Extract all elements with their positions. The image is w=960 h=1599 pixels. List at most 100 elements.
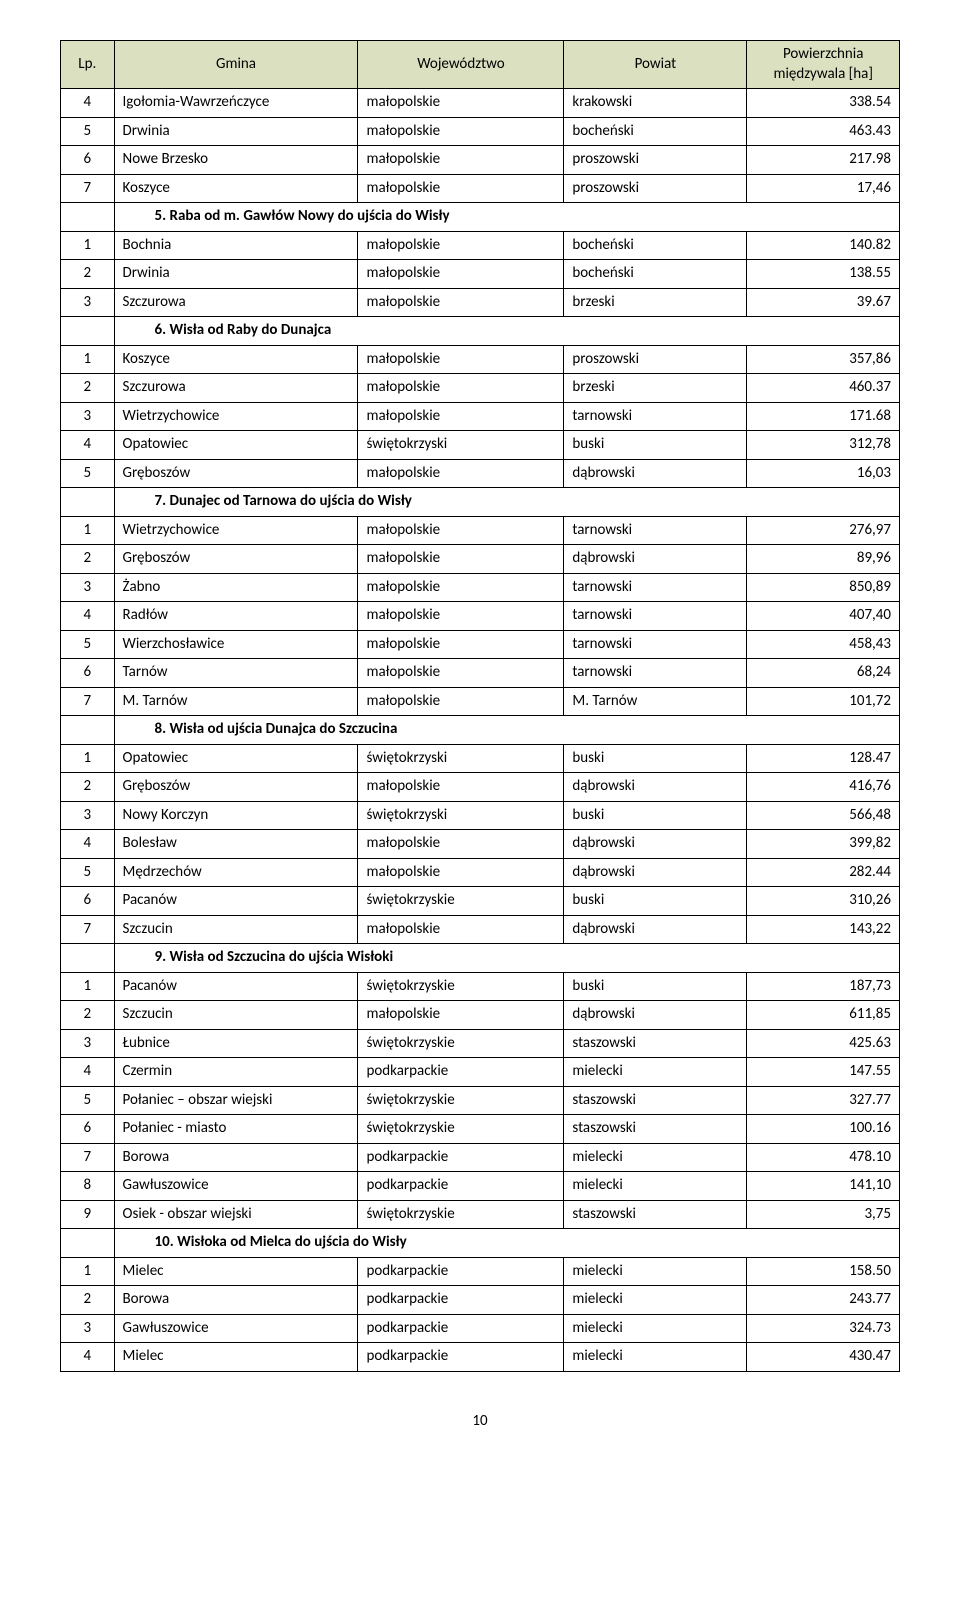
cell-area: 460.37 [747,374,900,403]
section-lp-cell [61,317,115,346]
cell-gmina: Bolesław [114,830,358,859]
cell-area: 158.50 [747,1257,900,1286]
cell-lp: 2 [61,1286,115,1315]
table-row: 3Szczurowamałopolskiebrzeski39.67 [61,288,900,317]
cell-gmina: Bochnia [114,231,358,260]
cell-gmina: Osiek - obszar wiejski [114,1200,358,1229]
cell-gmina: Mędrzechów [114,858,358,887]
cell-gmina: Gręboszów [114,459,358,488]
cell-lp: 4 [61,431,115,460]
cell-lp: 2 [61,773,115,802]
cell-woj: podkarpackie [358,1286,564,1315]
cell-gmina: Czermin [114,1058,358,1087]
col-pow-header: Powiat [564,41,747,89]
cell-lp: 2 [61,1001,115,1030]
table-row: 4Bolesławmałopolskiedąbrowski399,82 [61,830,900,859]
cell-woj: świętokrzyskie [358,1086,564,1115]
cell-gmina: Borowa [114,1286,358,1315]
table-row: 7Koszycemałopolskieproszowski17,46 [61,174,900,203]
cell-lp: 7 [61,1143,115,1172]
cell-pow: proszowski [564,146,747,175]
cell-area: 416,76 [747,773,900,802]
cell-gmina: Wietrzychowice [114,402,358,431]
cell-pow: buski [564,431,747,460]
cell-pow: tarnowski [564,402,747,431]
cell-gmina: Wierzchosławice [114,630,358,659]
cell-area: 141,10 [747,1172,900,1201]
col-area-line2: międzywala [ha] [773,65,872,83]
section-lp-cell [61,488,115,517]
table-row: 6Połaniec - miastoświętokrzyskiestaszows… [61,1115,900,1144]
cell-gmina: Nowe Brzesko [114,146,358,175]
cell-gmina: Igołomia-Wawrzeńczyce [114,89,358,118]
cell-woj: podkarpackie [358,1058,564,1087]
col-woj-header: Województwo [358,41,564,89]
col-gmina-header: Gmina [114,41,358,89]
cell-woj: małopolskie [358,545,564,574]
cell-gmina: Łubnice [114,1029,358,1058]
cell-pow: brzeski [564,374,747,403]
cell-pow: staszowski [564,1200,747,1229]
cell-area: 143,22 [747,915,900,944]
table-row: 1Wietrzychowicemałopolskietarnowski276,9… [61,516,900,545]
cell-gmina: Nowy Korczyn [114,801,358,830]
table-row: 7. Dunajec od Tarnowa do ujścia do Wisły [61,488,900,517]
cell-pow: tarnowski [564,602,747,631]
cell-pow: dąbrowski [564,773,747,802]
table-row: 4Radłówmałopolskietarnowski407,40 [61,602,900,631]
cell-woj: małopolskie [358,459,564,488]
cell-gmina: Borowa [114,1143,358,1172]
cell-pow: tarnowski [564,573,747,602]
table-row: 8. Wisła od ujścia Dunajca do Szczucina [61,716,900,745]
section-lp-cell [61,1229,115,1258]
cell-gmina: Drwinia [114,117,358,146]
cell-woj: małopolskie [358,89,564,118]
table-row: 7Borowapodkarpackiemielecki478.10 [61,1143,900,1172]
cell-pow: brzeski [564,288,747,317]
cell-gmina: Radłów [114,602,358,631]
cell-pow: buski [564,801,747,830]
cell-lp: 7 [61,915,115,944]
table-row: 3Żabnomałopolskietarnowski850,89 [61,573,900,602]
cell-gmina: Połaniec - miasto [114,1115,358,1144]
section-label: 9. Wisła od Szczucina do ujścia Wisłoki [114,944,899,973]
table-row: 6Pacanówświętokrzyskiebuski310,26 [61,887,900,916]
cell-lp: 4 [61,1058,115,1087]
cell-pow: mielecki [564,1172,747,1201]
table-row: 4Czerminpodkarpackiemielecki147.55 [61,1058,900,1087]
cell-lp: 2 [61,545,115,574]
cell-lp: 1 [61,972,115,1001]
cell-lp: 1 [61,1257,115,1286]
cell-lp: 8 [61,1172,115,1201]
cell-woj: małopolskie [358,174,564,203]
table-row: 10. Wisłoka od Mielca do ujścia do Wisły [61,1229,900,1258]
cell-gmina: Pacanów [114,972,358,1001]
cell-area: 101,72 [747,687,900,716]
cell-area: 310,26 [747,887,900,916]
cell-gmina: Żabno [114,573,358,602]
cell-lp: 1 [61,231,115,260]
cell-woj: małopolskie [358,288,564,317]
cell-lp: 3 [61,402,115,431]
cell-lp: 4 [61,1343,115,1372]
table-row: 6. Wisła od Raby do Dunajca [61,317,900,346]
cell-pow: buski [564,744,747,773]
cell-pow: dąbrowski [564,545,747,574]
cell-woj: małopolskie [358,260,564,289]
cell-area: 282.44 [747,858,900,887]
cell-lp: 3 [61,573,115,602]
cell-pow: proszowski [564,174,747,203]
cell-gmina: Szczurowa [114,288,358,317]
cell-woj: małopolskie [358,374,564,403]
cell-woj: podkarpackie [358,1257,564,1286]
cell-woj: podkarpackie [358,1343,564,1372]
table-row: 1Mielecpodkarpackiemielecki158.50 [61,1257,900,1286]
cell-gmina: Opatowiec [114,744,358,773]
cell-gmina: Mielec [114,1257,358,1286]
cell-gmina: Gręboszów [114,773,358,802]
cell-woj: małopolskie [358,1001,564,1030]
cell-woj: małopolskie [358,117,564,146]
section-lp-cell [61,716,115,745]
cell-lp: 9 [61,1200,115,1229]
cell-pow: staszowski [564,1115,747,1144]
